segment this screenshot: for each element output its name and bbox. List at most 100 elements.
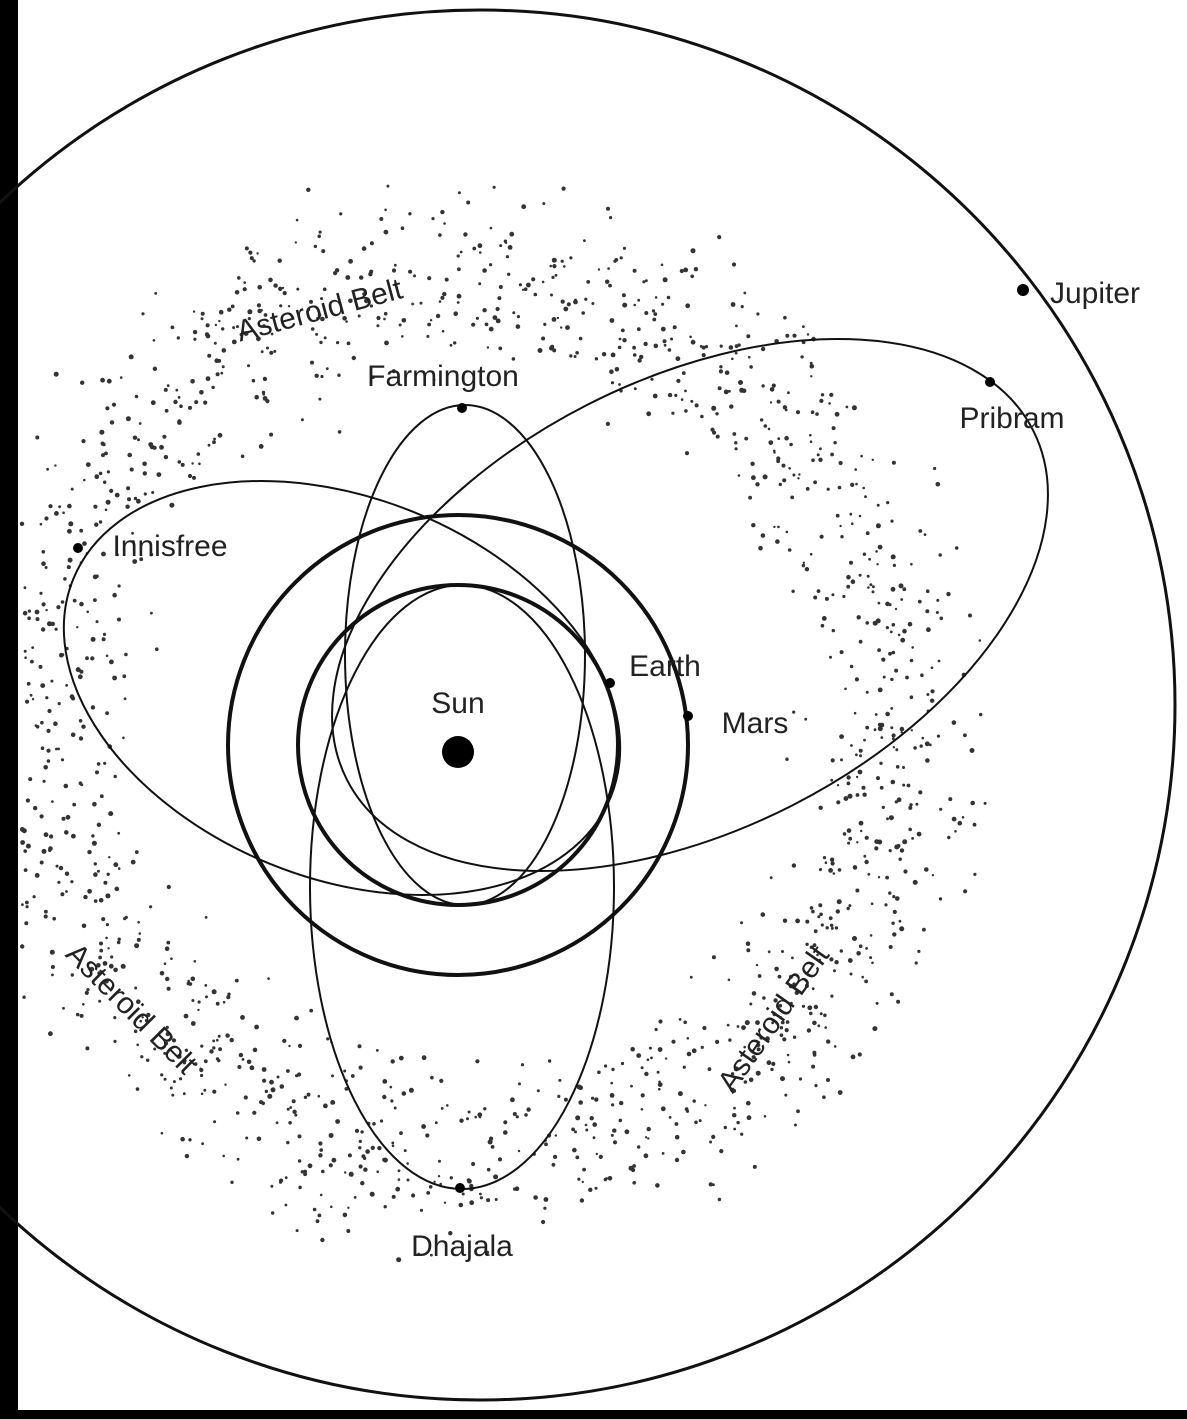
asteroid: [165, 976, 170, 982]
asteroid: [925, 609, 930, 614]
asteroid: [632, 345, 636, 350]
asteroid: [190, 379, 195, 384]
asteroid: [321, 249, 326, 254]
asteroid: [881, 657, 886, 662]
asteroid: [482, 308, 487, 313]
label: Sun: [431, 687, 484, 720]
asteroid: [561, 186, 566, 191]
asteroid: [230, 304, 235, 309]
asteroid: [732, 432, 737, 436]
asteroid: [892, 746, 895, 749]
asteroid: [429, 319, 433, 322]
asteroid: [146, 1012, 151, 1018]
asteroid: [489, 1136, 494, 1141]
asteroid: [624, 1129, 630, 1135]
asteroid: [913, 746, 917, 750]
asteroid: [884, 903, 888, 907]
asteroid: [201, 1142, 205, 1146]
asteroid: [351, 355, 356, 361]
asteroid: [890, 586, 896, 592]
asteroid: [499, 244, 503, 248]
asteroid: [477, 1112, 483, 1118]
asteroid: [826, 1078, 830, 1082]
asteroid: [969, 748, 975, 753]
asteroid: [315, 1219, 320, 1224]
asteroid: [550, 293, 553, 297]
asteroid: [490, 1145, 495, 1149]
asteroid: [187, 473, 193, 479]
asteroid: [459, 250, 463, 254]
asteroid: [284, 1176, 288, 1179]
asteroid: [240, 454, 245, 459]
asteroid: [733, 1066, 739, 1072]
asteroid: [39, 814, 44, 819]
asteroid: [571, 1127, 575, 1132]
asteroid: [782, 405, 788, 410]
asteroid: [361, 246, 367, 251]
asteroid: [812, 1050, 817, 1055]
asteroid: [376, 324, 380, 328]
asteroid: [150, 400, 156, 406]
asteroid: [681, 1149, 686, 1155]
asteroid: [830, 452, 834, 457]
asteroid: [20, 944, 25, 949]
asteroid: [163, 454, 169, 460]
asteroid: [938, 553, 942, 557]
asteroid: [43, 765, 48, 770]
asteroid: [902, 587, 907, 592]
asteroid: [166, 940, 171, 945]
asteroid: [459, 1118, 464, 1123]
asteroid: [294, 241, 297, 244]
asteroid: [152, 339, 156, 342]
asteroid: [227, 307, 232, 312]
asteroid: [759, 1036, 763, 1040]
asteroid: [176, 1054, 182, 1059]
asteroid: [138, 932, 142, 935]
asteroid: [29, 693, 33, 697]
asteroid: [662, 277, 668, 283]
asteroid: [863, 738, 866, 742]
asteroid: [847, 793, 853, 799]
asteroid: [656, 1070, 660, 1074]
asteroid: [82, 1003, 85, 1006]
asteroid: [875, 550, 878, 553]
asteroid: [700, 414, 704, 419]
asteroid: [203, 1059, 208, 1064]
asteroid: [640, 1066, 644, 1070]
asteroid: [805, 942, 809, 946]
asteroid: [188, 1138, 192, 1142]
asteroid: [834, 960, 839, 965]
asteroid: [360, 1181, 365, 1186]
asteroid: [657, 1082, 663, 1087]
asteroid: [829, 655, 832, 659]
asteroid: [781, 463, 786, 468]
asteroid: [286, 1140, 290, 1145]
asteroid: [440, 1107, 444, 1110]
asteroid: [213, 1120, 217, 1124]
asteroid: [437, 1175, 441, 1178]
asteroid: [715, 1039, 720, 1044]
asteroid: [693, 267, 699, 272]
asteroid: [773, 525, 776, 529]
asteroid: [171, 1093, 175, 1097]
asteroid: [49, 834, 54, 839]
asteroid: [498, 346, 503, 351]
asteroid: [205, 995, 208, 999]
asteroid: [935, 481, 941, 487]
asteroid: [855, 482, 858, 486]
asteroid: [23, 586, 27, 590]
asteroid: [478, 282, 482, 286]
asteroid: [829, 392, 834, 397]
asteroid: [225, 1033, 230, 1038]
asteroid: [391, 268, 397, 273]
asteroid: [792, 473, 796, 477]
asteroid: [896, 999, 901, 1004]
asteroid: [105, 654, 109, 658]
asteroid: [81, 724, 86, 729]
asteroid: [67, 557, 73, 563]
asteroid: [755, 1020, 760, 1025]
asteroid: [919, 744, 923, 748]
asteroid: [433, 1180, 436, 1184]
asteroid: [212, 1089, 217, 1094]
asteroid: [282, 1038, 287, 1043]
